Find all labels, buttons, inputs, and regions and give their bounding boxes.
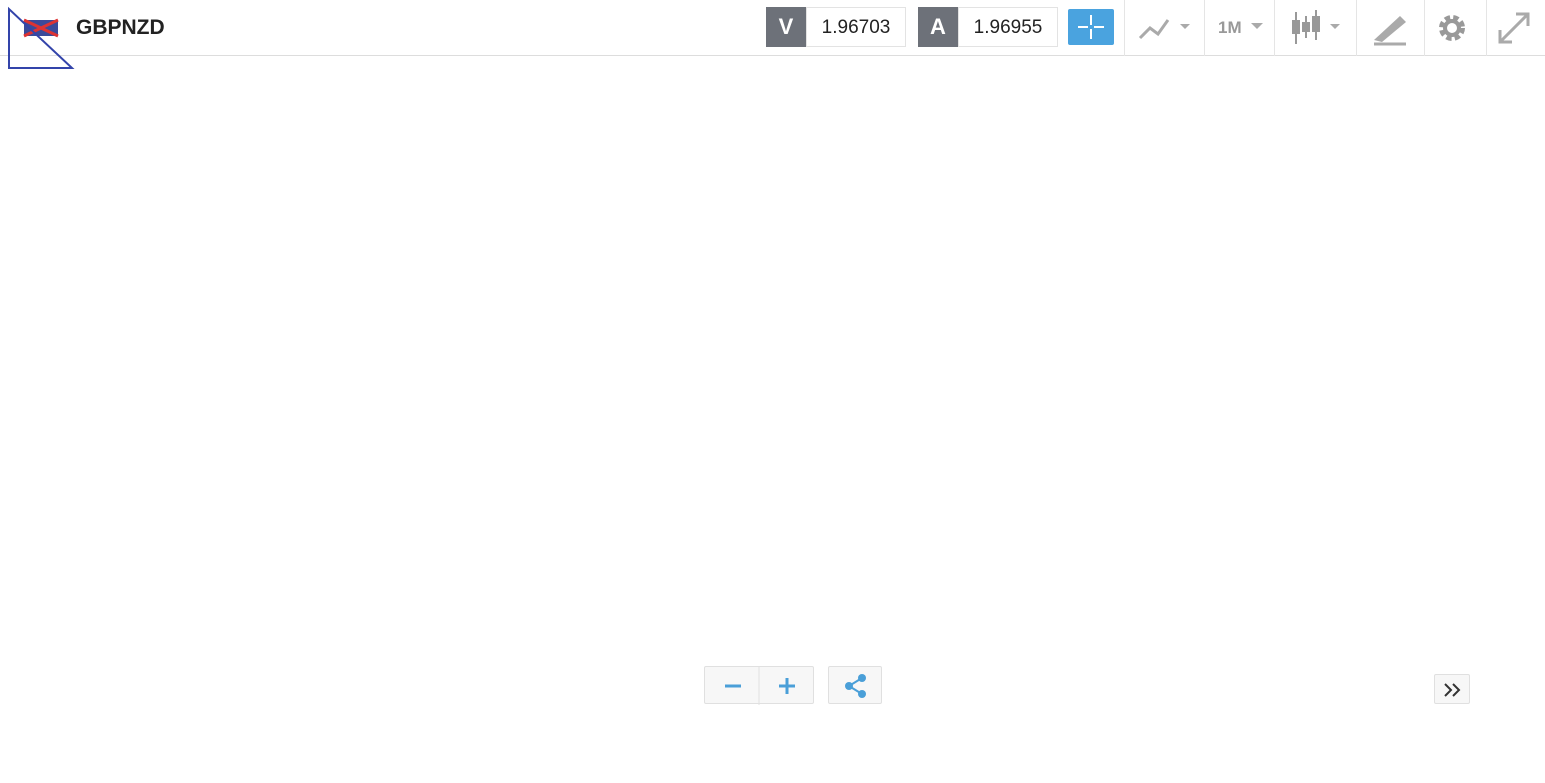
crosshair-button[interactable] [1068, 9, 1114, 45]
bid-label: V [766, 7, 806, 47]
zoom-group [704, 666, 814, 705]
drawing-triangle [8, 6, 75, 69]
zoom-in[interactable] [779, 678, 795, 694]
scroll-icon [1444, 683, 1461, 697]
draw-button[interactable] [1370, 8, 1410, 48]
zoom-icons [725, 667, 795, 705]
settings-button[interactable] [1432, 8, 1472, 48]
ask-label: A [918, 7, 958, 47]
candle-type-button[interactable] [1288, 8, 1348, 48]
share-button[interactable] [828, 666, 882, 704]
share-icon [845, 674, 866, 698]
timeframe[interactable]: 1M [1218, 18, 1242, 37]
crosshair-icon [1078, 15, 1104, 39]
symbol: GBPNZD [76, 16, 165, 39]
bid-price[interactable]: 1.96703 [806, 7, 906, 47]
chart-type-button[interactable] [1136, 8, 1196, 48]
ask-price[interactable]: 1.96955 [958, 7, 1058, 47]
dropdown-arrow [1251, 23, 1263, 29]
fullscreen-button[interactable] [1494, 8, 1534, 48]
toolbar: GBPNZD V 1.96703 A 1.96955 1M [0, 0, 1545, 69]
scroll-right-button[interactable] [1434, 674, 1470, 704]
